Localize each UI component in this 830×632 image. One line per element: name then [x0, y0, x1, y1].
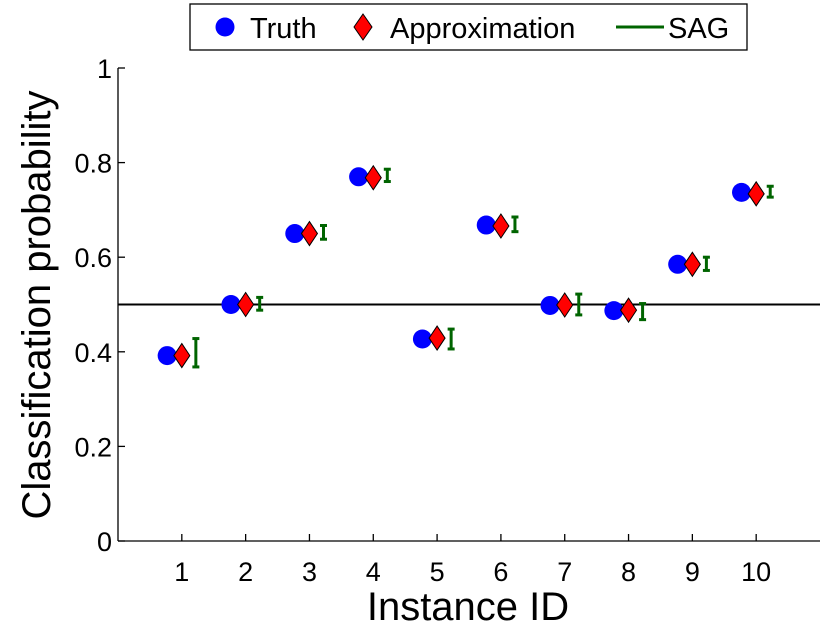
legend-sag-label: SAG: [668, 13, 729, 45]
y-axis-title: Classification probability: [15, 90, 59, 519]
truth-point: [732, 182, 752, 202]
approximation-point: [747, 180, 765, 207]
approximation-point: [173, 342, 191, 369]
approximation-point: [428, 325, 446, 351]
y-tick-label: 0.2: [74, 432, 112, 462]
x-tick-label: 1: [174, 557, 189, 587]
sag-errorbar: [256, 295, 264, 312]
x-tick-label: 5: [430, 557, 445, 587]
truth-point: [349, 167, 369, 187]
x-tick-label: 9: [685, 557, 700, 587]
truth-point: [412, 329, 432, 349]
x-tick-label: 7: [557, 557, 572, 587]
approximation-point: [556, 292, 574, 318]
x-tick-label: 10: [741, 557, 771, 587]
approximation-point: [237, 291, 255, 318]
y-tick-label: 1: [97, 54, 112, 84]
truth-point: [285, 224, 305, 244]
legend-approximation-label: Approximation: [390, 13, 575, 45]
approximation-point: [492, 213, 510, 239]
legend: Truth Approximation SAG: [189, 3, 748, 51]
truth-point: [540, 295, 560, 315]
sag-errorbar: [639, 302, 647, 322]
sag-errorbar: [575, 292, 583, 317]
sag-errorbar: [192, 337, 200, 369]
y-tick-label: 0: [97, 527, 112, 557]
sag-errorbar: [702, 255, 710, 272]
truth-point: [221, 295, 241, 314]
y-tick-label: 0.8: [74, 149, 112, 179]
x-tick-label: 4: [366, 557, 381, 587]
approximation-point: [683, 251, 701, 278]
y-tick-label: 0.6: [74, 243, 112, 273]
sag-errorbar: [511, 215, 519, 234]
x-tick-label: 2: [238, 557, 253, 587]
x-tick-label: 8: [621, 557, 636, 587]
truth-point: [157, 346, 177, 366]
legend-approximation-marker: [353, 13, 373, 41]
legend-truth-marker: [215, 17, 235, 37]
x-axis-title: Instance ID: [367, 585, 569, 629]
truth-point: [604, 301, 624, 321]
approximation-point: [364, 164, 382, 191]
x-tick-label: 6: [493, 557, 508, 587]
truth-point: [476, 215, 496, 235]
sag-errorbar: [319, 224, 327, 241]
truth-point: [668, 254, 688, 274]
axes: 0 0.2 0.4 0.6 0.8 1 1 2 3 4 5 6 7 8 9 10: [74, 54, 820, 587]
sag-errorbar: [766, 184, 774, 199]
legend-truth-label: Truth: [250, 13, 317, 45]
data-marks: [157, 164, 774, 369]
approximation-point: [300, 220, 319, 247]
y-tick-label: 0.4: [74, 338, 112, 368]
sag-errorbar: [447, 327, 455, 351]
approximation-point: [619, 297, 638, 324]
legend-box: [189, 3, 748, 51]
x-tick-label: 3: [302, 557, 317, 587]
sag-errorbar: [383, 167, 391, 184]
